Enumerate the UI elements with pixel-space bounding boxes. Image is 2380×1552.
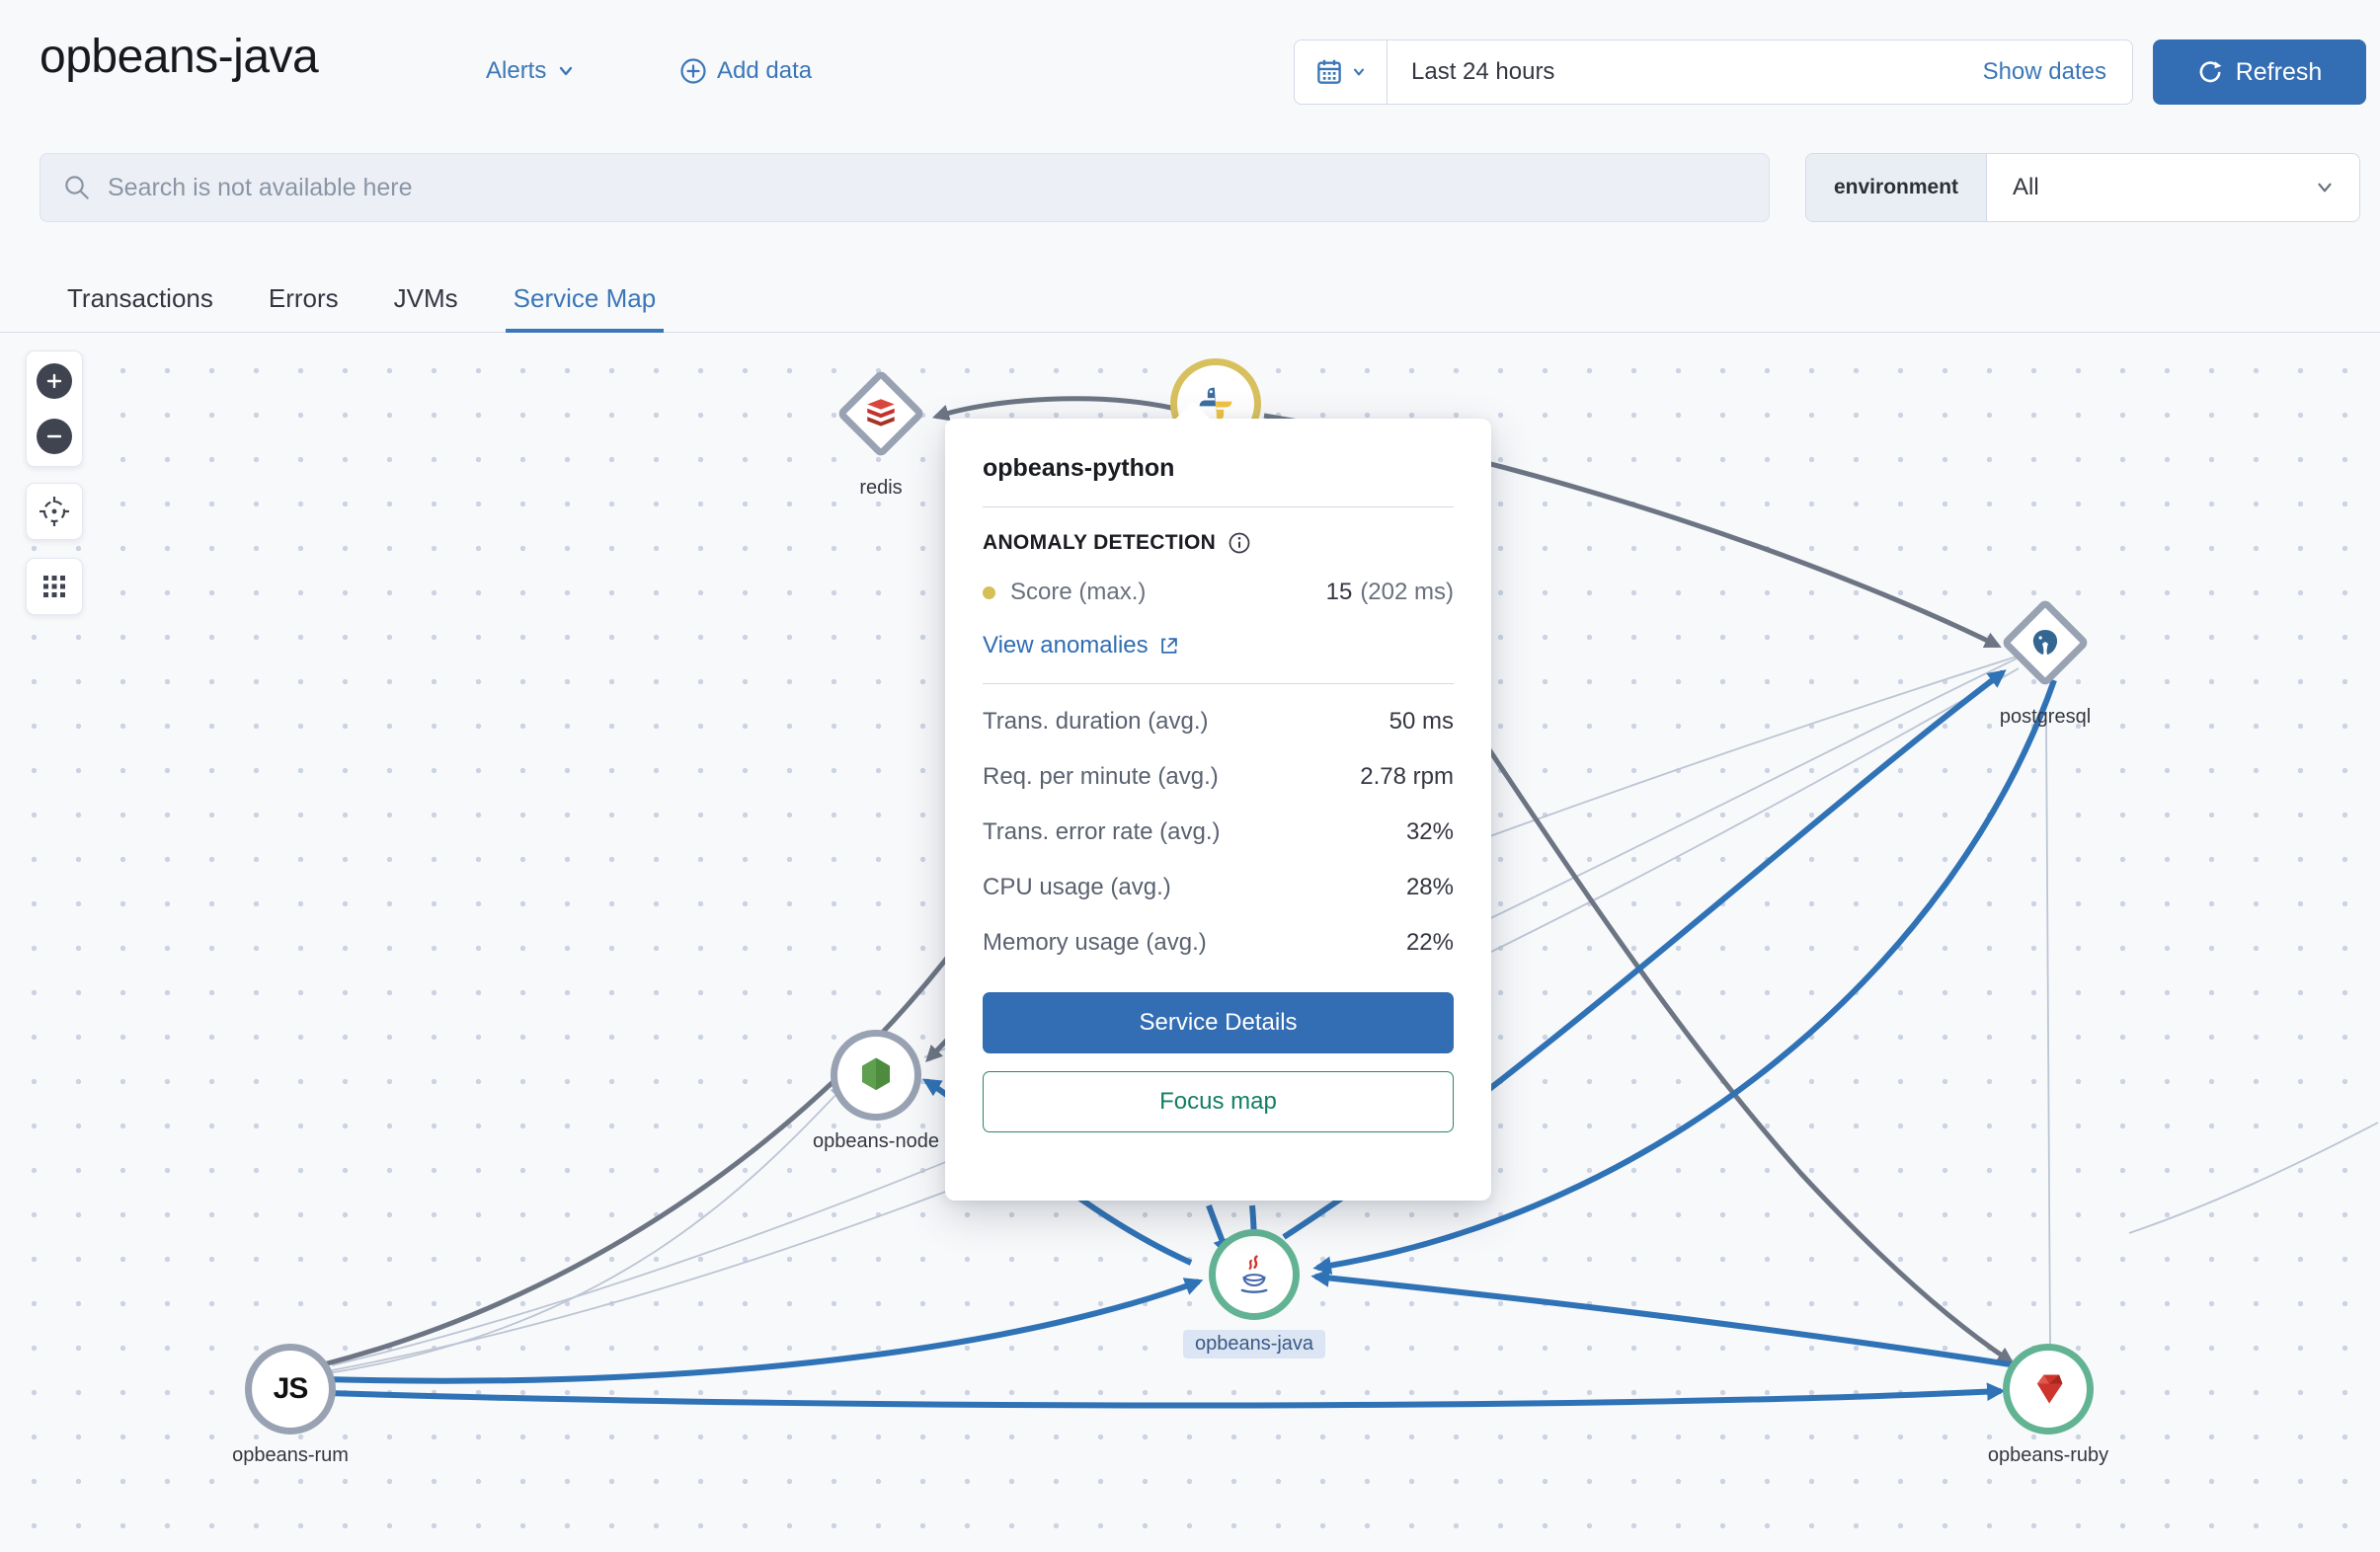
tab-transactions[interactable]: Transactions <box>67 282 213 313</box>
page-title: opbeans-java <box>40 31 319 83</box>
service-map-canvas[interactable]: redis postgresql opbeans-node opbeans-ja… <box>0 333 2380 1552</box>
map-center-button[interactable] <box>26 483 83 540</box>
service-circle-selected <box>1209 1229 1300 1320</box>
calendar-menu-button[interactable] <box>1295 40 1388 104</box>
service-circle: JS <box>245 1344 336 1435</box>
chevron-down-icon <box>1353 68 1365 76</box>
divider <box>983 506 1454 507</box>
show-dates-link[interactable]: Show dates <box>1982 58 2106 85</box>
info-icon[interactable] <box>1228 531 1251 555</box>
circled-plus-icon <box>680 58 706 84</box>
node-opbeans-ruby[interactable]: opbeans-ruby <box>1940 1344 2157 1467</box>
node-label: postgresql <box>1999 706 2092 728</box>
refresh-label: Refresh <box>2235 57 2323 86</box>
plus-icon <box>46 373 62 389</box>
ruby-logo-icon <box>2036 1374 2063 1404</box>
view-anomalies-label: View anomalies <box>983 632 1149 659</box>
tab-errors[interactable]: Errors <box>268 282 339 313</box>
environment-filter: environment All <box>1805 153 2360 222</box>
node-redis[interactable]: redis <box>772 366 990 500</box>
anomaly-score-label: Score (max.) <box>1010 579 1147 605</box>
anomaly-score-duration: (202 ms) <box>1360 579 1454 605</box>
focus-map-button[interactable]: Focus map <box>983 1071 1454 1132</box>
metric-row: Trans. duration (avg.) 50 ms <box>983 708 1454 735</box>
python-logo-icon <box>1199 387 1232 421</box>
minus-icon <box>46 434 62 438</box>
anomaly-section-title: ANOMALY DETECTION <box>983 531 1217 554</box>
environment-select[interactable]: All <box>1987 154 2359 221</box>
metrics-list: Trans. duration (avg.) 50 ms Req. per mi… <box>983 708 1454 957</box>
node-label: opbeans-ruby <box>1987 1444 2109 1466</box>
view-anomalies-link[interactable]: View anomalies <box>983 632 1180 660</box>
tab-service-map[interactable]: Service Map <box>505 265 664 333</box>
node-label: redis <box>859 477 903 499</box>
nodejs-logo-icon <box>862 1057 890 1091</box>
zoom-in-button[interactable] <box>37 363 72 399</box>
add-data-label: Add data <box>717 57 813 84</box>
refresh-button[interactable]: Refresh <box>2153 39 2366 105</box>
service-circle <box>2003 1344 2094 1435</box>
postgresql-logo-icon <box>2032 630 2058 655</box>
service-circle <box>831 1030 921 1121</box>
node-label: opbeans-node <box>813 1130 939 1152</box>
crosshair-icon <box>40 497 69 526</box>
add-data-button[interactable]: Add data <box>679 57 812 85</box>
external-link-icon <box>1160 638 1177 654</box>
chevron-down-icon <box>560 66 573 76</box>
anomaly-section-header: ANOMALY DETECTION <box>983 531 1454 555</box>
node-opbeans-rum[interactable]: JS opbeans-rum <box>182 1344 399 1467</box>
time-range-value[interactable]: Last 24 hours <box>1411 58 1555 85</box>
redis-logo-icon <box>867 399 895 427</box>
alerts-label: Alerts <box>486 57 547 84</box>
node-postgresql[interactable]: postgresql <box>1937 595 2154 729</box>
anomaly-score-value: 15 <box>1325 579 1353 605</box>
tab-bar: Transactions Errors JVMs Service Map <box>0 265 2380 333</box>
dependency-diamond <box>2000 597 2091 688</box>
dependency-diamond <box>835 368 926 459</box>
js-logo-icon: JS <box>273 1372 309 1405</box>
metric-row: Memory usage (avg.) 22% <box>983 929 1454 956</box>
metric-row: Trans. error rate (avg.) 32% <box>983 818 1454 845</box>
chevron-down-icon <box>2318 183 2332 193</box>
environment-selected-value: All <box>2013 174 2039 200</box>
metric-row: Req. per minute (avg.) 2.78 rpm <box>983 763 1454 790</box>
service-details-button[interactable]: Service Details <box>983 992 1454 1053</box>
node-opbeans-java[interactable]: opbeans-java <box>1146 1229 1363 1358</box>
alerts-dropdown[interactable]: Alerts <box>486 57 576 85</box>
grid-icon <box>43 576 65 597</box>
node-opbeans-node[interactable]: opbeans-node <box>767 1030 985 1153</box>
node-label: opbeans-java <box>1182 1330 1326 1358</box>
tab-jvms[interactable]: JVMs <box>393 282 458 313</box>
java-logo-icon <box>1240 1255 1268 1293</box>
calendar-icon <box>1317 59 1341 84</box>
search-bar <box>40 153 1770 222</box>
divider <box>983 683 1454 684</box>
metric-row: CPU usage (avg.) 28% <box>983 874 1454 900</box>
refresh-icon <box>2199 61 2222 83</box>
map-zoom-controls <box>26 350 83 467</box>
anomaly-severity-dot <box>983 585 995 599</box>
map-layout-button[interactable] <box>26 558 83 615</box>
popup-title: opbeans-python <box>983 454 1175 482</box>
anomaly-score-row: Score (max.) 15 (202 ms) <box>983 579 1454 606</box>
date-picker: Last 24 hours Show dates <box>1294 39 2133 105</box>
search-icon <box>65 176 89 199</box>
search-input[interactable] <box>108 173 1747 202</box>
service-popup: opbeans-python ANOMALY DETECTION Score (… <box>945 419 1491 1201</box>
environment-filter-label: environment <box>1806 154 1988 221</box>
node-label: opbeans-rum <box>232 1444 349 1466</box>
zoom-out-button[interactable] <box>37 419 72 454</box>
